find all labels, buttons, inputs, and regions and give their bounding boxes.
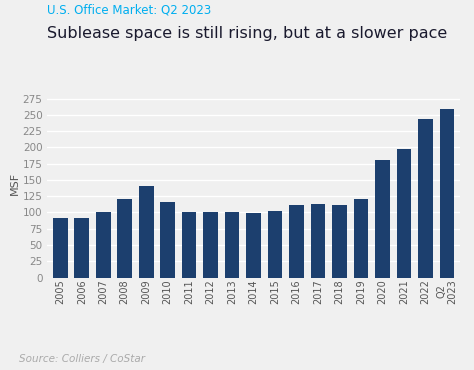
Bar [418,120,433,278]
Bar [203,212,218,278]
Bar [439,109,454,278]
Bar [96,212,110,278]
Bar [311,204,325,278]
Bar [182,212,196,278]
Y-axis label: MSF: MSF [10,172,20,195]
Bar [160,202,175,278]
Bar [289,205,304,278]
Text: Source: Colliers / CoStar: Source: Colliers / CoStar [19,354,145,364]
Bar [139,186,154,278]
Bar [74,218,89,278]
Bar [268,211,283,278]
Bar [354,199,368,278]
Text: U.S. Office Market: Q2 2023: U.S. Office Market: Q2 2023 [47,4,212,17]
Bar [397,149,411,278]
Bar [118,199,132,278]
Bar [332,205,347,278]
Bar [375,160,390,278]
Bar [225,212,239,278]
Text: Sublease space is still rising, but at a slower pace: Sublease space is still rising, but at a… [47,26,447,41]
Bar [53,218,68,278]
Bar [246,213,261,278]
